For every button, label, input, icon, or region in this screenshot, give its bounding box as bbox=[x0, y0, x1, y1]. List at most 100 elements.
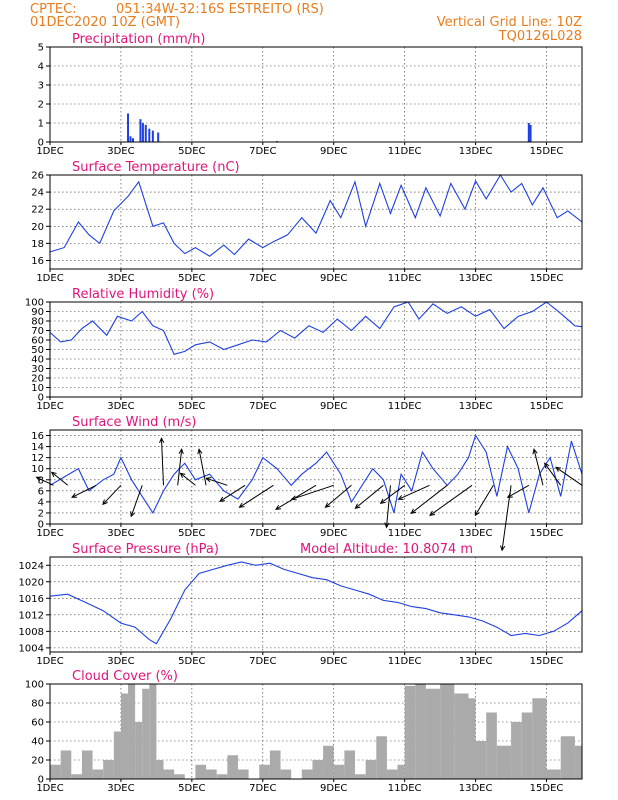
cloud-cover-bar bbox=[496, 745, 512, 779]
x-tick-label: 11DEC bbox=[388, 528, 422, 539]
wind-arrow bbox=[507, 484, 530, 498]
panel-frame bbox=[49, 556, 583, 653]
wind-arrow-head bbox=[474, 510, 480, 517]
x-tick-label: 11DEC bbox=[388, 146, 422, 157]
x-tick-label: 9DEC bbox=[320, 273, 347, 284]
precip-bar bbox=[157, 132, 160, 142]
wind-arrow-head bbox=[219, 496, 226, 502]
panel-frame bbox=[49, 301, 583, 398]
series-line bbox=[49, 301, 583, 355]
x-tick-label: 11DEC bbox=[388, 656, 422, 667]
wind-arrow bbox=[51, 471, 69, 486]
x-tick-label: 9DEC bbox=[320, 146, 347, 157]
precip-bar bbox=[151, 130, 154, 142]
x-tick-label: 13DEC bbox=[459, 146, 493, 157]
cloud-cover-bar bbox=[71, 774, 82, 779]
wind-arrow-head bbox=[410, 508, 417, 514]
wind-arrow bbox=[71, 484, 97, 498]
wind-arrow-head bbox=[290, 495, 297, 501]
x-tick-label: 3DEC bbox=[107, 146, 134, 157]
x-tick-label: 3DEC bbox=[107, 783, 134, 794]
series-line bbox=[49, 434, 583, 515]
wind-arrow-head bbox=[275, 504, 282, 510]
x-tick-label: 1DEC bbox=[36, 783, 63, 794]
cloud-cover-bar bbox=[397, 764, 405, 779]
cloud-cover-bar bbox=[81, 750, 93, 779]
cloud-cover-bar bbox=[237, 769, 249, 779]
cloud-cover-bar bbox=[333, 764, 345, 779]
wind-arrow bbox=[429, 484, 473, 516]
cloud-cover-bar bbox=[301, 769, 313, 779]
y-tick-label: 20 bbox=[31, 756, 44, 767]
y-tick-label: 1020 bbox=[19, 577, 44, 588]
y-tick-label: 10 bbox=[31, 383, 44, 394]
wind-arrow-head bbox=[238, 502, 245, 508]
panel-2: Surface Temperature (nC) 16 18 20 22 24 26 1DEC… bbox=[31, 160, 583, 284]
x-tick-label: 15DEC bbox=[530, 401, 564, 412]
wind-arrow-head bbox=[50, 471, 57, 478]
x-tick-label: 11DEC bbox=[388, 273, 422, 284]
y-tick-label: 1012 bbox=[19, 610, 44, 621]
panel-title: Relative Humidity (%) bbox=[72, 287, 214, 302]
x-tick-label: 3DEC bbox=[107, 528, 134, 539]
wind-arrow-head bbox=[179, 472, 186, 479]
x-tick-label: 9DEC bbox=[320, 656, 347, 667]
series-line bbox=[49, 173, 583, 257]
wind-arrow bbox=[206, 477, 228, 486]
y-tick-label: 0 bbox=[38, 138, 44, 149]
y-tick-label: 22 bbox=[31, 205, 44, 216]
cloud-cover-bar bbox=[142, 688, 150, 779]
x-tick-label: 15DEC bbox=[530, 783, 564, 794]
wind-arrow-head bbox=[205, 477, 212, 483]
header: CPTEC: 051:34W-32:16S ESTREITO (RS) 01DE… bbox=[30, 2, 582, 44]
y-tick-label: 12 bbox=[31, 453, 44, 464]
x-tick-label: 7DEC bbox=[249, 146, 276, 157]
y-tick-label: 0 bbox=[38, 393, 44, 404]
model-altitude-annotation: Model Altitude: 10.8074 m bbox=[300, 542, 473, 557]
cloud-cover-bar bbox=[280, 769, 292, 779]
cloud-cover-bar bbox=[546, 769, 561, 779]
x-tick-label: 1DEC bbox=[36, 656, 63, 667]
y-tick-label: 6 bbox=[38, 486, 44, 497]
y-tick-label: 70 bbox=[31, 326, 44, 337]
y-tick-label: 1024 bbox=[19, 561, 44, 572]
x-tick-label: 9DEC bbox=[320, 528, 347, 539]
cloud-cover-bar bbox=[216, 774, 228, 779]
cloud-cover-bar bbox=[128, 684, 136, 779]
y-tick-label: 3 bbox=[38, 81, 44, 92]
cloud-cover-bar bbox=[312, 760, 324, 779]
x-tick-label: 1DEC bbox=[36, 146, 63, 157]
wind-arrow bbox=[219, 484, 246, 502]
panel-frame bbox=[49, 174, 583, 270]
x-tick-label: 15DEC bbox=[530, 146, 564, 157]
wind-arrow bbox=[555, 466, 583, 486]
wind-arrow bbox=[291, 484, 334, 500]
x-tick-label: 15DEC bbox=[530, 656, 564, 667]
wind-arrow bbox=[36, 476, 54, 486]
precip-bar bbox=[139, 119, 142, 142]
panel-5: Surface Pressure (hPa) Model Altitude: 10… bbox=[19, 542, 583, 667]
y-tick-label: 20 bbox=[31, 222, 44, 233]
precip-bar bbox=[144, 124, 147, 142]
run-time-label: 01DEC2020 10Z (GMT) bbox=[30, 15, 180, 30]
x-tick-label: 5DEC bbox=[178, 528, 205, 539]
cloud-cover-bar bbox=[163, 769, 175, 779]
wind-arrow bbox=[380, 484, 405, 504]
cloud-cover-bar bbox=[60, 750, 72, 779]
x-tick-label: 13DEC bbox=[459, 273, 493, 284]
wind-arrow-head bbox=[178, 448, 184, 455]
panel-frame bbox=[49, 429, 583, 525]
x-tick-label: 5DEC bbox=[178, 146, 205, 157]
wind-arrow bbox=[275, 484, 317, 510]
y-tick-label: 60 bbox=[31, 336, 44, 347]
cloud-cover-bar bbox=[149, 684, 157, 779]
y-tick-label: 5 bbox=[38, 43, 44, 54]
y-tick-label: 20 bbox=[31, 374, 44, 385]
cloud-cover-bar bbox=[486, 712, 497, 779]
y-tick-label: 26 bbox=[31, 171, 44, 182]
cloud-cover-bar bbox=[425, 688, 441, 779]
x-tick-label: 9DEC bbox=[320, 783, 347, 794]
location-label: 051:34W-32:16S ESTREITO (RS) bbox=[116, 2, 324, 17]
wind-arrow bbox=[198, 449, 207, 486]
